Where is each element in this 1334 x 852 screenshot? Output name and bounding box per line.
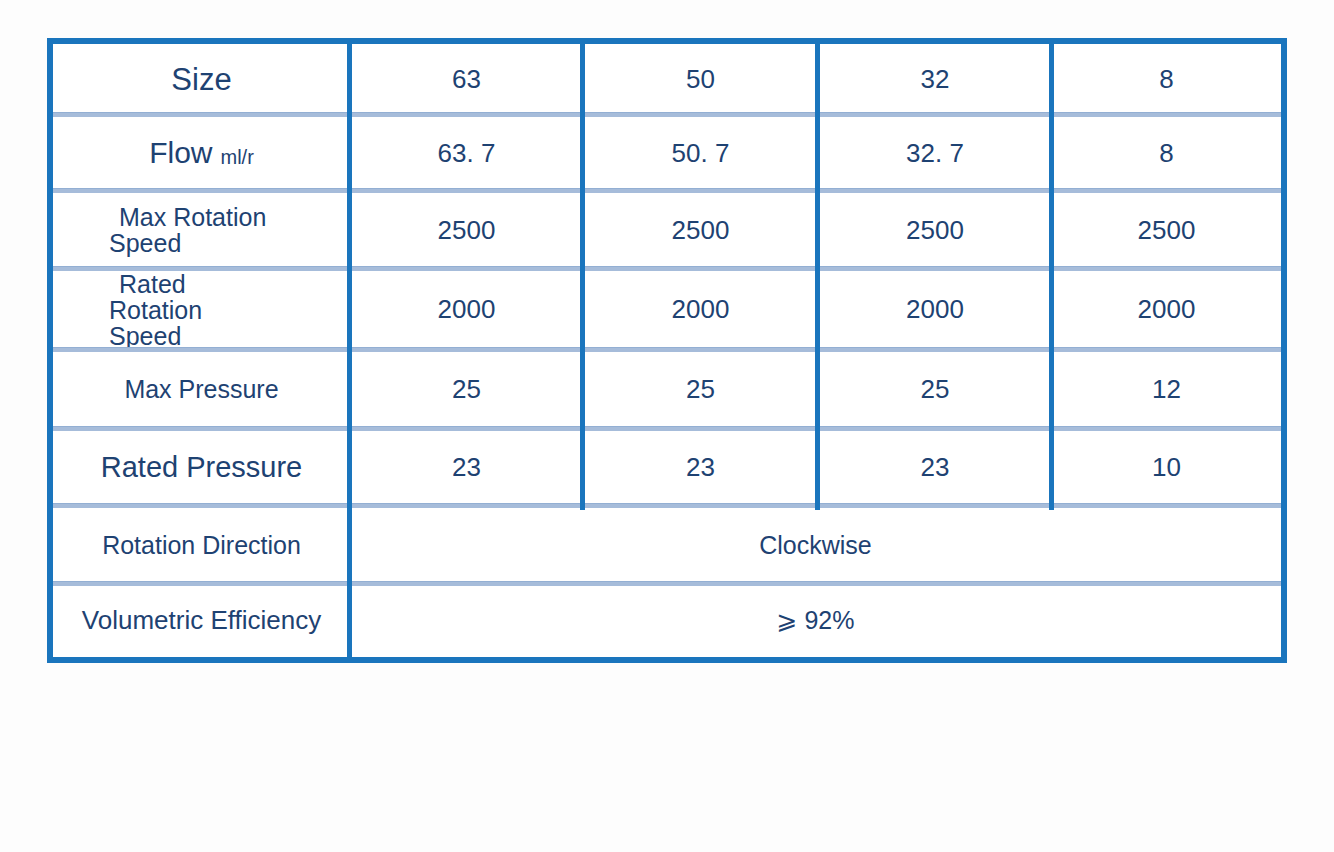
volumetric-efficiency-row-label: Volumetric Efficiency — [53, 584, 350, 657]
table-cell: 2500 — [350, 191, 583, 269]
table-cell: 63. 7 — [350, 115, 583, 191]
specifications-table: Size 63 50 32 8 Flow ml/r 63. 7 50. 7 32… — [47, 38, 1287, 663]
flow-unit-label: ml/r — [221, 138, 254, 169]
table-cell: 23 — [818, 429, 1052, 506]
volumetric-efficiency-merged-cell: ⩾ 92% — [350, 584, 1281, 657]
table-cell: 8 — [1052, 115, 1281, 191]
table-cell: 23 — [583, 429, 818, 506]
flow-label-text: Flow — [149, 136, 212, 170]
table-cell: 10 — [1052, 429, 1281, 506]
table-cell: 8 — [1052, 44, 1281, 115]
rotation-direction-merged-cell: Clockwise — [350, 506, 1281, 584]
table-cell: 63 — [350, 44, 583, 115]
table-cell: 2000 — [818, 269, 1052, 350]
table-cell: 25 — [583, 350, 818, 429]
table-cell: 2000 — [1052, 269, 1281, 350]
rated-rotation-speed-row-label: Rated Rotation Speed — [53, 269, 350, 350]
size-row-label: Size — [53, 44, 350, 115]
rotation-direction-row-label: Rotation Direction — [53, 506, 350, 584]
table-cell: 12 — [1052, 350, 1281, 429]
table-cell: 2000 — [583, 269, 818, 350]
max-rotation-speed-row-label: Max Rotation Speed — [53, 191, 350, 269]
table-cell: 50 — [583, 44, 818, 115]
table-cell: 32. 7 — [818, 115, 1052, 191]
rated-pressure-row-label: Rated Pressure — [53, 429, 350, 506]
table-cell: 2500 — [1052, 191, 1281, 269]
table-cell: 2500 — [583, 191, 818, 269]
flow-row-label: Flow ml/r — [53, 115, 350, 191]
table-cell: 2500 — [818, 191, 1052, 269]
table-cell: 50. 7 — [583, 115, 818, 191]
table-cell: 23 — [350, 429, 583, 506]
max-pressure-row-label: Max Pressure — [53, 350, 350, 429]
table-cell: 25 — [350, 350, 583, 429]
table-cell: 2000 — [350, 269, 583, 350]
specifications-grid: Size 63 50 32 8 Flow ml/r 63. 7 50. 7 32… — [53, 44, 1281, 657]
table-cell: 32 — [818, 44, 1052, 115]
table-cell: 25 — [818, 350, 1052, 429]
